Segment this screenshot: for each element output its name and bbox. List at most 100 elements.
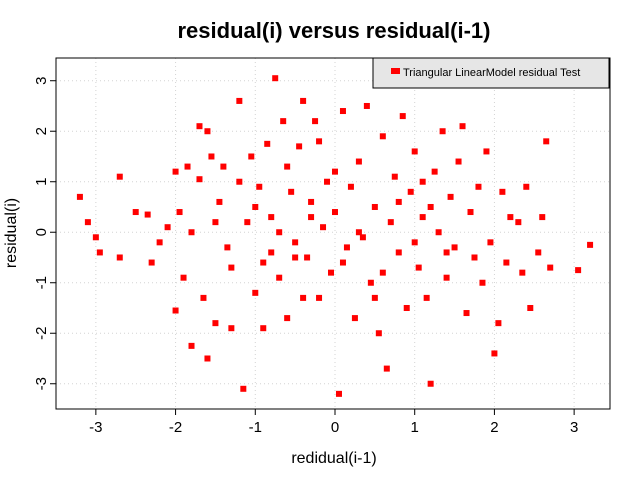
data-point [316, 138, 323, 145]
data-point [443, 274, 450, 281]
data-point [208, 153, 215, 160]
data-point [172, 168, 179, 175]
data-point [331, 168, 338, 175]
data-point [467, 209, 474, 216]
x-axis-label: redidual(i-1) [291, 450, 376, 467]
data-point [260, 259, 267, 266]
x-tick-label: -1 [249, 419, 262, 436]
legend-marker [391, 68, 400, 74]
x-tick-label: 2 [490, 419, 498, 436]
data-point [395, 198, 402, 205]
data-point [252, 203, 259, 210]
data-point [419, 178, 426, 185]
data-point [335, 390, 342, 397]
data-point [471, 254, 478, 261]
data-point [427, 380, 434, 387]
data-point [535, 249, 542, 256]
data-point [427, 203, 434, 210]
data-point [587, 241, 594, 248]
grid [56, 58, 610, 409]
data-point [527, 304, 534, 311]
data-point [483, 148, 490, 155]
data-point [523, 183, 530, 190]
data-point [116, 173, 123, 180]
data-point [575, 267, 582, 274]
data-point [391, 173, 398, 180]
data-point [459, 123, 466, 130]
data-point [148, 259, 155, 266]
data-point [355, 229, 362, 236]
data-point [387, 219, 394, 226]
data-point [256, 183, 263, 190]
data-point [276, 229, 283, 236]
data-point [280, 118, 287, 125]
data-point [176, 209, 183, 216]
data-point [196, 123, 203, 130]
data-point [220, 163, 227, 170]
data-point [339, 259, 346, 266]
data-point [300, 294, 307, 301]
data-point [132, 209, 139, 216]
data-point [343, 244, 350, 251]
data-point [359, 234, 366, 241]
data-point [284, 315, 291, 322]
data-point [487, 239, 494, 246]
data-point [308, 198, 315, 205]
data-point [403, 304, 410, 311]
data-point [431, 168, 438, 175]
data-point [423, 294, 430, 301]
x-tick-label: 3 [570, 419, 578, 436]
data-point [339, 108, 346, 115]
data-point [188, 229, 195, 236]
data-point [475, 183, 482, 190]
data-point [439, 128, 446, 135]
y-axis-label: residual(i) [3, 198, 20, 268]
data-point [268, 214, 275, 221]
data-point [304, 254, 311, 261]
data-point [252, 289, 259, 296]
data-point [371, 203, 378, 210]
data-point [116, 254, 123, 261]
data-point [539, 214, 546, 221]
data-point [284, 163, 291, 170]
data-point [292, 239, 299, 246]
data-point [399, 113, 406, 120]
y-tick-label: -2 [33, 327, 50, 340]
data-point [407, 188, 414, 195]
data-point [547, 264, 554, 271]
data-point [216, 198, 223, 205]
data-point [383, 365, 390, 372]
y-tick-label: 2 [33, 127, 50, 135]
data-point [296, 143, 303, 150]
data-point [264, 140, 271, 147]
x-tick-label: -3 [89, 419, 102, 436]
data-point [375, 330, 382, 337]
data-point [212, 219, 219, 226]
data-point [379, 133, 386, 140]
data-point [204, 128, 211, 135]
data-point [499, 188, 506, 195]
data-points [76, 75, 594, 397]
data-point [248, 153, 255, 160]
data-point [395, 249, 402, 256]
data-point [188, 342, 195, 349]
data-point [491, 350, 498, 357]
data-point [351, 315, 358, 322]
plot-frame [55, 57, 611, 410]
y-tick-label: 0 [33, 228, 50, 236]
data-point [451, 244, 458, 251]
data-point [300, 97, 307, 104]
y-axis-ticks: -3 -2 -1 0 1 2 3 [33, 77, 56, 390]
data-point [367, 279, 374, 286]
data-point [312, 118, 319, 125]
x-axis-ticks: -3 -2 -1 0 1 2 3 [89, 409, 578, 436]
data-point [324, 178, 331, 185]
data-point [316, 294, 323, 301]
data-point [355, 158, 362, 165]
y-tick-label: 3 [33, 77, 50, 85]
data-point [292, 254, 299, 261]
data-point [447, 193, 454, 200]
data-point [236, 178, 243, 185]
data-point [308, 214, 315, 221]
